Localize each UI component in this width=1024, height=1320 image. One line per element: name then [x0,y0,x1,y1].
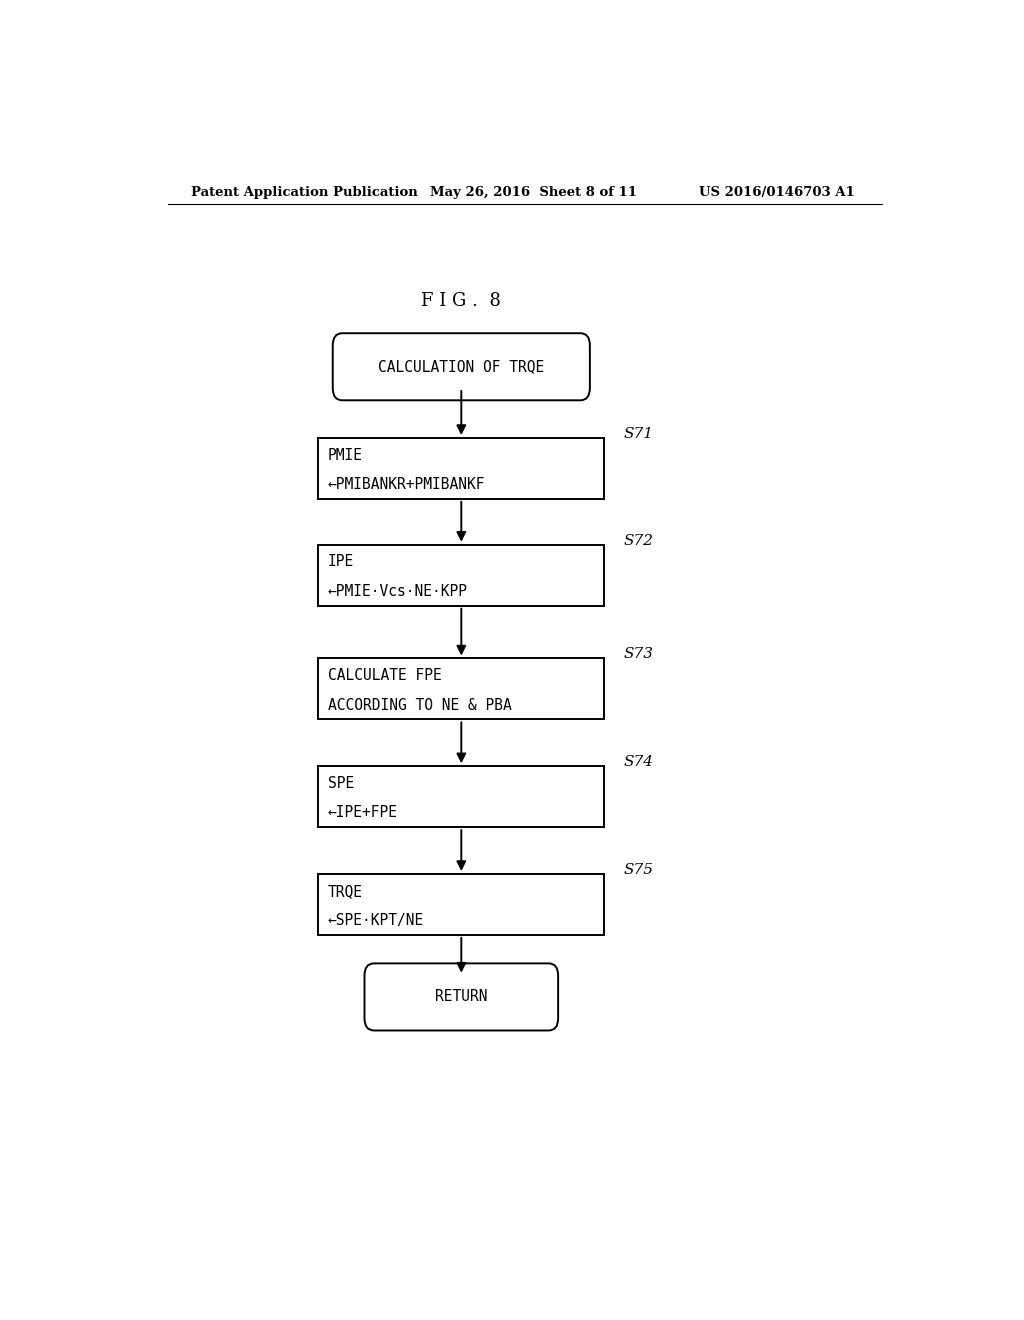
Text: S74: S74 [624,755,654,770]
FancyBboxPatch shape [318,438,604,499]
Text: ←PMIBANKR+PMIBANKF: ←PMIBANKR+PMIBANKF [328,477,485,492]
Text: IPE: IPE [328,554,354,569]
FancyBboxPatch shape [333,333,590,400]
Text: S71: S71 [624,426,654,441]
Text: RETURN: RETURN [435,990,487,1005]
FancyBboxPatch shape [318,659,604,719]
Text: PMIE: PMIE [328,447,362,463]
FancyBboxPatch shape [318,766,604,828]
FancyBboxPatch shape [318,545,604,606]
Text: S72: S72 [624,533,654,548]
Text: ACCORDING TO NE & PBA: ACCORDING TO NE & PBA [328,698,512,713]
Text: CALCULATION OF TRQE: CALCULATION OF TRQE [378,359,545,375]
Text: ←IPE+FPE: ←IPE+FPE [328,805,398,821]
FancyBboxPatch shape [365,964,558,1031]
Text: May 26, 2016  Sheet 8 of 11: May 26, 2016 Sheet 8 of 11 [430,186,637,199]
Text: ←SPE·KPT/NE: ←SPE·KPT/NE [328,913,424,928]
Text: ←PMIE·Vcs·NE·KPP: ←PMIE·Vcs·NE·KPP [328,583,468,599]
Text: F I G .  8: F I G . 8 [421,292,502,310]
Text: TRQE: TRQE [328,883,362,899]
Text: Patent Application Publication: Patent Application Publication [191,186,418,199]
Text: CALCULATE FPE: CALCULATE FPE [328,668,441,684]
FancyBboxPatch shape [318,874,604,935]
Text: S75: S75 [624,863,654,876]
Text: US 2016/0146703 A1: US 2016/0146703 A1 [699,186,855,199]
Text: S73: S73 [624,647,654,661]
Text: SPE: SPE [328,776,354,791]
